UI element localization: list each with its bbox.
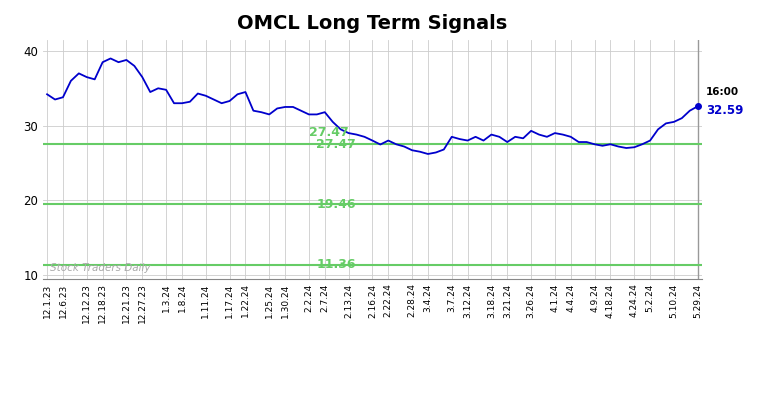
Text: 32.59: 32.59 <box>706 104 743 117</box>
Title: OMCL Long Term Signals: OMCL Long Term Signals <box>238 14 507 33</box>
Text: 27.47: 27.47 <box>309 125 349 139</box>
Text: 16:00: 16:00 <box>706 88 739 98</box>
Text: 19.46: 19.46 <box>317 198 356 211</box>
Text: Stock Traders Daily: Stock Traders Daily <box>49 263 151 273</box>
Text: 27.47: 27.47 <box>317 138 356 151</box>
Text: 11.36: 11.36 <box>317 258 356 271</box>
